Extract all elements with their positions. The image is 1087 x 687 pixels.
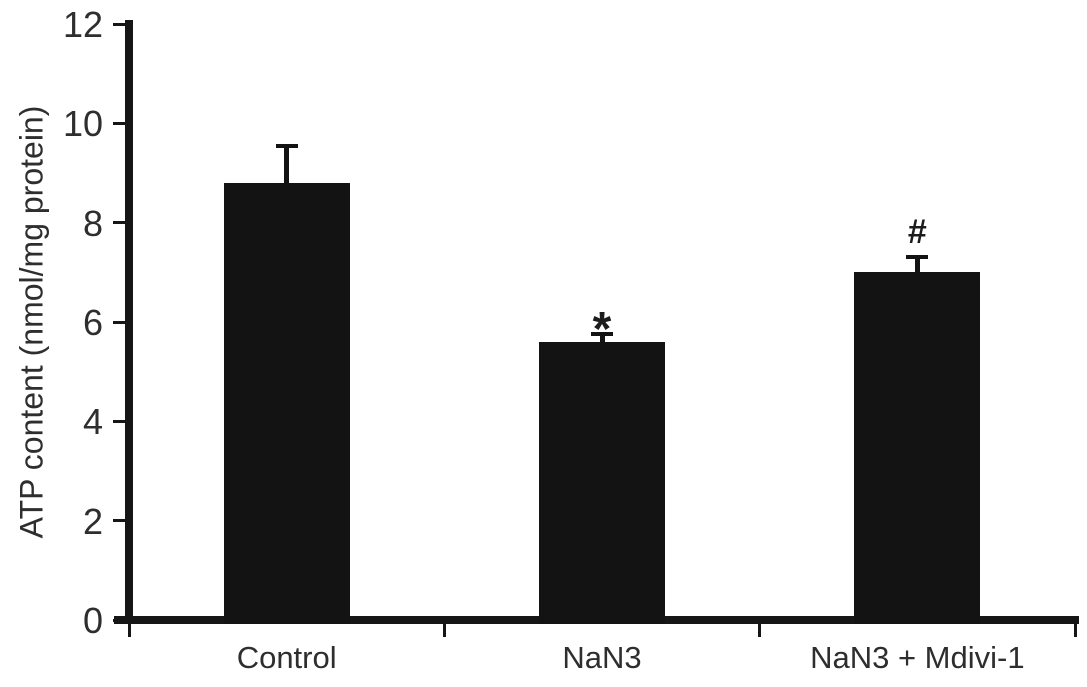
y-tick	[113, 320, 125, 324]
x-tick	[127, 624, 131, 637]
y-tick	[113, 221, 125, 225]
y-tick-label: 2	[82, 500, 103, 542]
x-tick	[758, 624, 762, 637]
y-tick	[113, 419, 125, 423]
y-tick-label: 10	[62, 103, 103, 145]
y-tick	[113, 121, 125, 125]
bar	[223, 182, 350, 624]
y-tick	[113, 22, 125, 26]
x-tick-label: Control	[236, 640, 337, 675]
error-bar-stem	[914, 257, 920, 273]
x-tick	[1073, 624, 1077, 637]
x-tick-label: NaN3 + Mdivi-1	[810, 640, 1025, 675]
x-tick	[442, 624, 446, 637]
bar	[854, 272, 981, 624]
x-tick-label: NaN3	[562, 640, 642, 675]
bar	[539, 341, 665, 624]
error-bar-cap	[275, 143, 298, 148]
y-tick-label: 8	[82, 202, 103, 244]
significance-marker: #	[907, 213, 927, 252]
y-tick-label: 6	[82, 302, 103, 343]
error-bar-cap	[591, 332, 613, 337]
y-tick-label: 4	[82, 401, 103, 443]
y-tick	[113, 519, 125, 523]
error-bar-cap	[906, 255, 929, 260]
y-tick-label: 0	[82, 600, 103, 641]
error-bar-stem	[599, 334, 605, 342]
y-axis-line	[125, 20, 133, 624]
significance-marker: *	[592, 303, 612, 357]
error-bar-stem	[284, 145, 290, 183]
y-tick-label: 12	[62, 4, 103, 45]
y-tick	[113, 618, 125, 622]
